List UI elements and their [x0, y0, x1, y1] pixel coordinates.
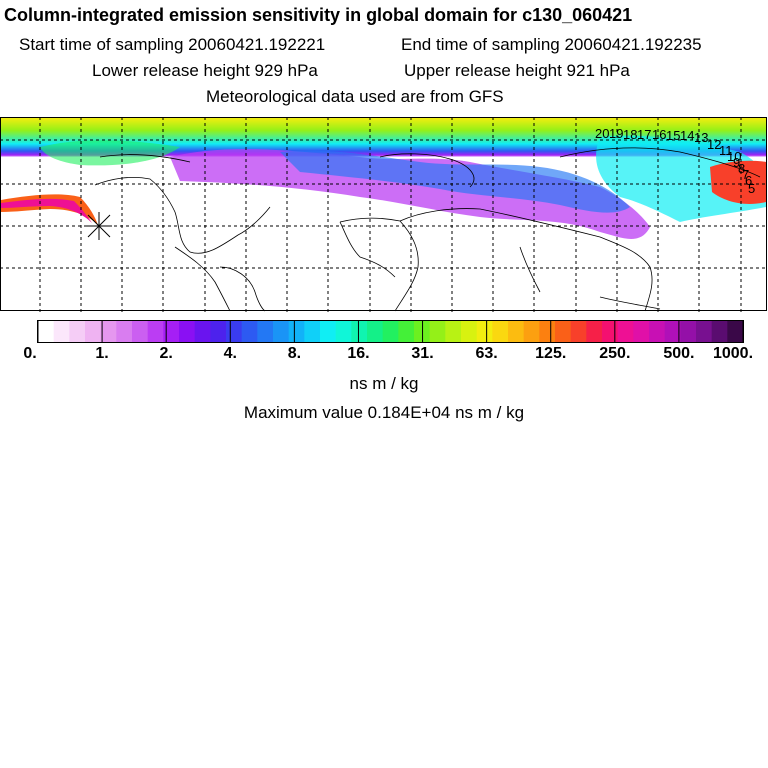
trajectory-label: 17: [637, 127, 651, 142]
sensitivity-band-blue: [280, 150, 630, 213]
colorbar-cell: [132, 321, 149, 342]
colorbar-cell: [523, 321, 540, 342]
colorbar-cell: [727, 321, 744, 342]
colorbar-cell: [696, 321, 713, 342]
coastlines: [94, 147, 761, 312]
trajectory-label: 18: [623, 127, 637, 142]
colorbar-cell: [711, 321, 728, 342]
trajectory-label: 10: [727, 149, 741, 164]
colorbar-cell: [555, 321, 572, 342]
colorbar-cell: [100, 321, 117, 342]
colorbar-cell: [539, 321, 556, 342]
colorbar-cell: [335, 321, 352, 342]
release-point-marker: [86, 212, 112, 240]
colorbar-cell: [649, 321, 666, 342]
colorbar-cell: [367, 321, 384, 342]
colorbar-cell: [288, 321, 305, 342]
colorbar-tick-label: 250.: [599, 345, 631, 362]
colorbar-cell: [257, 321, 274, 342]
end-time-label: End time of sampling 20060421.192235: [401, 35, 702, 54]
colorbar-tick-label: 4.: [223, 345, 237, 362]
graticule: [0, 117, 768, 312]
colorbar-cell: [38, 321, 55, 342]
trajectory-label: 12: [707, 137, 721, 152]
colorbar-cell: [570, 321, 587, 342]
trajectory-label: 13: [694, 130, 708, 145]
colorbar-cell: [461, 321, 478, 342]
colorbar-tick-label: 2.: [159, 345, 173, 362]
colorbar-tick-label: 125.: [535, 345, 567, 362]
trajectory-label: 7: [742, 167, 749, 182]
colorbar-tick-label: 0.: [23, 345, 37, 362]
trajectory-label: 8: [738, 161, 745, 176]
colorbar-cell: [320, 321, 337, 342]
trajectory-label: 9: [733, 155, 740, 170]
sensitivity-band-cyan: [596, 135, 766, 222]
colorbar-cell: [116, 321, 133, 342]
trajectory-label: 11: [719, 143, 733, 158]
start-time-label: Start time of sampling 20060421.192221: [19, 35, 326, 54]
trajectory-label: 14: [680, 128, 694, 143]
colorbar-cell: [85, 321, 102, 342]
colorbar-tick-label: 63.: [475, 345, 498, 362]
colorbar-cell: [147, 321, 164, 342]
colorbar-cell: [241, 321, 258, 342]
colorbar-cell: [351, 321, 368, 342]
trajectory-label: 16: [652, 127, 666, 142]
colorbar-tick-label: 1000.: [712, 345, 754, 362]
colorbar-cell: [492, 321, 509, 342]
colorbar-cell: [664, 321, 681, 342]
trajectory-label: 15: [666, 128, 680, 143]
colorbar: [37, 320, 744, 343]
colorbar-tick-label: 500.: [663, 345, 695, 362]
colorbar-cell: [53, 321, 70, 342]
page-title: Column-integrated emission sensitivity i…: [4, 5, 633, 25]
colorbar-cell: [179, 321, 196, 342]
upper-release-height-label: Upper release height 921 hPa: [404, 61, 630, 80]
colorbar-tick-label: 31.: [411, 345, 434, 362]
trajectory-label: 19: [609, 126, 623, 141]
meteorological-data-label: Meteorological data used are from GFS: [206, 87, 504, 106]
colorbar-cell: [273, 321, 290, 342]
trajectory-label: 6: [745, 173, 752, 188]
colorbar-cell: [602, 321, 619, 342]
trajectory-label: 20: [595, 126, 609, 141]
colorbar-units: ns m / kg: [349, 374, 419, 393]
colorbar-cell: [476, 321, 493, 342]
colorbar-tick-label: 8.: [287, 345, 302, 362]
colorbar-cell: [633, 321, 650, 342]
colorbar-tick-label: 1.: [95, 345, 109, 362]
sensitivity-band-magenta: [170, 149, 650, 239]
colorbar-cell: [226, 321, 243, 342]
colorbar-cell: [398, 321, 415, 342]
colorbar-tick-label: 16.: [347, 345, 370, 362]
colorbar-cell: [163, 321, 180, 342]
maximum-value-label: Maximum value 0.184E+04 ns m / kg: [243, 403, 525, 422]
trajectory-label: 5: [748, 181, 755, 196]
sensitivity-hotspot-east: [710, 160, 766, 204]
colorbar-cell: [586, 321, 603, 342]
colorbar-cell: [680, 321, 697, 342]
colorbar-cell: [429, 321, 446, 342]
colorbar-cell: [69, 321, 86, 342]
lower-release-height-label: Lower release height 929 hPa: [92, 61, 318, 80]
colorbar-cell: [304, 321, 321, 342]
colorbar-cell: [382, 321, 399, 342]
colorbar-cell: [617, 321, 634, 342]
colorbar-cell: [210, 321, 227, 342]
colorbar-cell: [508, 321, 525, 342]
colorbar-cell: [194, 321, 211, 342]
colorbar-cell: [445, 321, 462, 342]
